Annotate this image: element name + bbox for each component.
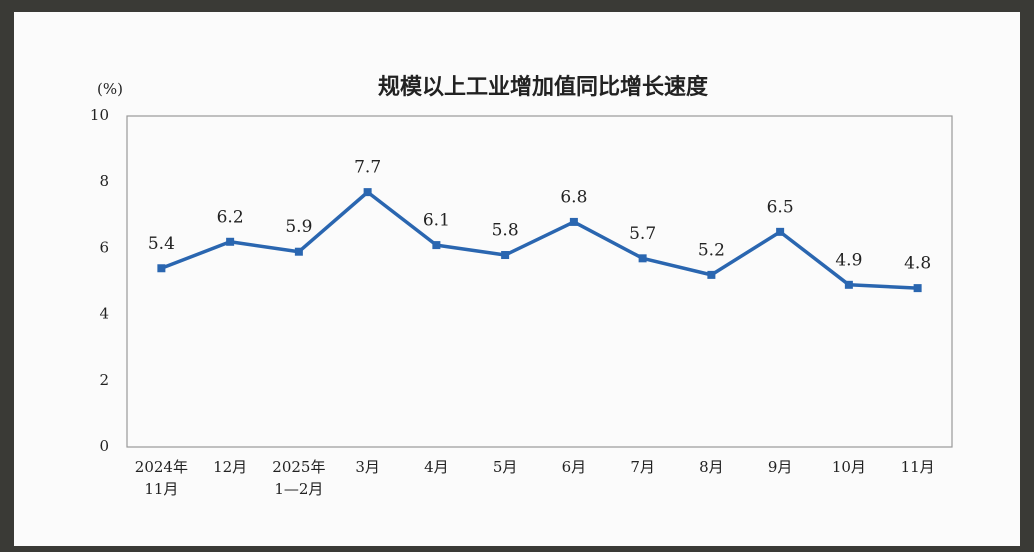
x-tick-label: 7月: [630, 458, 655, 476]
x-tick-label: 2024年: [135, 458, 188, 476]
x-tick-label: 2025年: [272, 458, 325, 476]
x-tick-label: 8月: [699, 458, 724, 476]
point-marker: [157, 264, 166, 273]
point-marker: [776, 227, 785, 236]
x-tick-label: 12月: [213, 458, 247, 476]
point-marker: [707, 270, 716, 279]
point-marker: [226, 237, 235, 246]
data-label: 5.9: [285, 217, 312, 237]
data-label: 6.8: [560, 187, 587, 207]
y-tick-label: 10: [90, 106, 109, 124]
series-line: [160, 190, 918, 290]
y-tick-label: 8: [99, 172, 109, 190]
point-marker: [638, 254, 647, 263]
data-label: 4.8: [904, 254, 931, 274]
y-tick-label: 0: [99, 437, 109, 455]
x-tick-label: 3月: [355, 458, 380, 476]
y-tick-label: 4: [99, 305, 109, 323]
x-tick-label: 4月: [424, 458, 449, 476]
screen: [14, 12, 1020, 546]
data-label: 6.2: [217, 207, 244, 227]
point-marker: [501, 251, 510, 260]
point-marker: [432, 241, 441, 250]
data-label: 7.7: [354, 158, 381, 178]
data-label: 5.8: [492, 221, 519, 241]
x-tick-label: 10月: [832, 458, 866, 476]
x-tick-label: 9月: [768, 458, 793, 476]
point-marker: [913, 284, 922, 293]
data-label: 5.7: [629, 224, 656, 244]
point-marker: [844, 280, 853, 289]
x-tick-label: 5月: [493, 458, 518, 476]
y-tick-label: 6: [99, 238, 109, 256]
x-tick-label: 6月: [562, 458, 587, 476]
x-tick-label: 11月: [901, 458, 935, 476]
data-label: 6.1: [423, 211, 450, 231]
plot-frame: [126, 115, 953, 448]
point-marker: [363, 188, 372, 197]
data-label: 5.2: [698, 240, 725, 260]
point-marker: [294, 247, 303, 256]
data-label: 6.5: [767, 197, 794, 217]
data-label: 5.4: [148, 234, 175, 254]
y-axis-label: (%): [97, 80, 123, 98]
y-tick-label: 2: [99, 371, 109, 389]
x-tick-label: 11月: [144, 480, 178, 498]
chart-title: 规模以上工业增加值同比增长速度: [378, 74, 709, 100]
point-marker: [569, 217, 578, 226]
x-tick-label: 1—2月: [274, 480, 323, 498]
data-label: 4.9: [835, 250, 862, 270]
